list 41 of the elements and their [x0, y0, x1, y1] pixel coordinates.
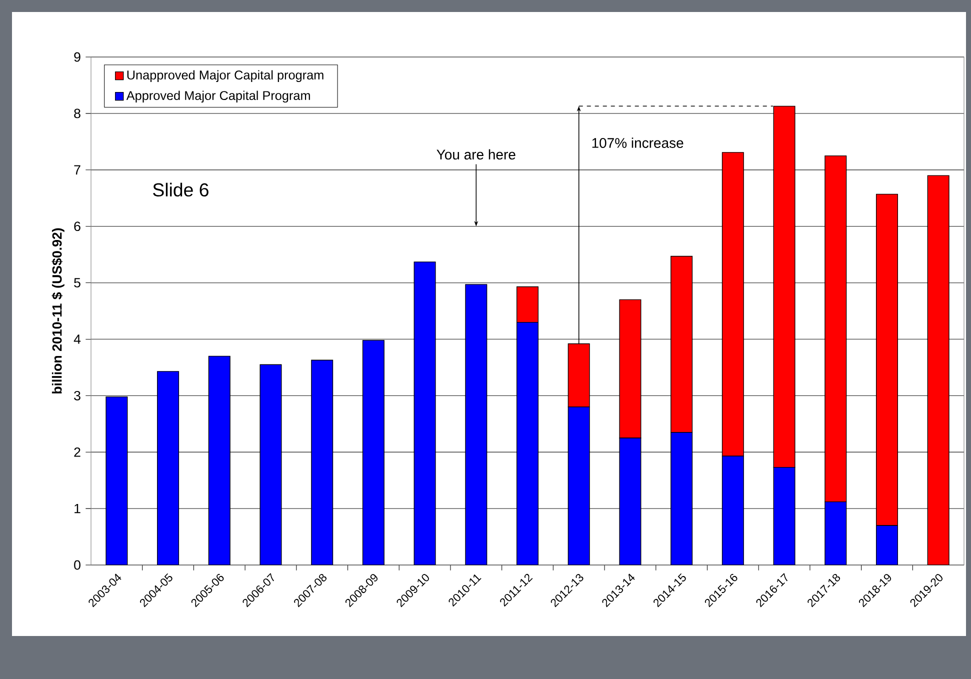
y-tick-label: 0 [74, 560, 80, 570]
annotation: Slide 6 [153, 182, 208, 197]
y-tick-label: 2 [74, 447, 80, 457]
bar [824, 501, 847, 565]
y-tick-label: 3 [74, 390, 80, 400]
bar [516, 322, 539, 565]
bar [670, 256, 693, 433]
bar [773, 467, 796, 565]
bar [619, 438, 642, 565]
y-tick-label: 9 [74, 52, 80, 62]
y-tick-label: 4 [74, 334, 81, 344]
annotation: You are here [436, 149, 516, 160]
y-tick-label: 5 [74, 278, 80, 288]
bar [311, 360, 334, 565]
y-tick-label: 6 [74, 222, 80, 232]
legend-label: Approved Major Capital Program [126, 90, 310, 103]
y-tick-label: 7 [74, 165, 80, 174]
bar [722, 152, 744, 456]
bar [927, 175, 950, 565]
bar [670, 432, 693, 565]
bar [619, 299, 642, 438]
bar [568, 343, 590, 408]
y-tick-label: 8 [74, 108, 80, 118]
bar [876, 525, 898, 565]
bar [824, 155, 847, 502]
bar [260, 364, 282, 565]
annotation: 107% increase [592, 138, 684, 148]
y-axis-title: billion 2010-11 $ (US$0.92) [52, 228, 64, 394]
bar [106, 396, 128, 565]
bar [414, 262, 436, 565]
bar [157, 371, 180, 565]
y-tick-label: 1 [74, 504, 80, 514]
bar [208, 356, 230, 565]
bar [876, 194, 898, 526]
legend-label: Unapproved Major Capital program [127, 70, 324, 82]
bar [568, 406, 590, 565]
bar [362, 340, 384, 565]
bar [773, 106, 796, 468]
bar [516, 286, 539, 323]
bar [465, 284, 488, 565]
bar [722, 456, 744, 565]
